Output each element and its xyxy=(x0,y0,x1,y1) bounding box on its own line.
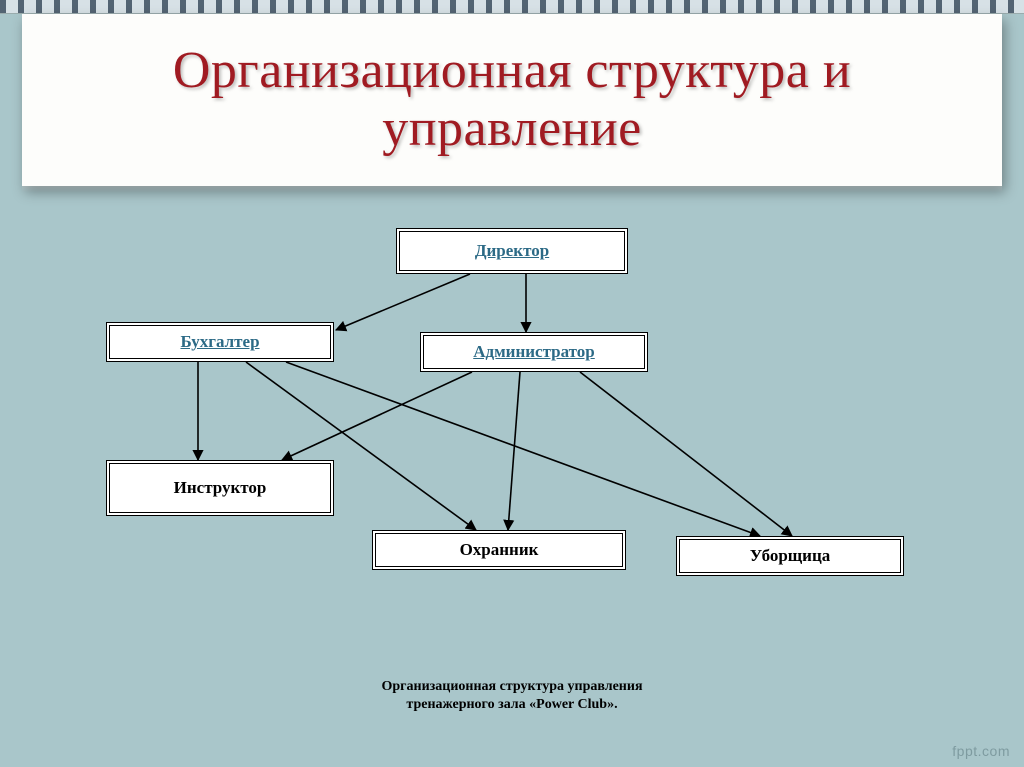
org-node-label: Директор xyxy=(475,241,549,261)
org-node-director: Директор xyxy=(396,228,628,274)
edge-admin-to-guard xyxy=(508,372,520,530)
org-node-accountant: Бухгалтер xyxy=(106,322,334,362)
edge-admin-to-instructor xyxy=(282,372,472,460)
watermark: fppt.com xyxy=(952,743,1010,759)
org-node-label: Бухгалтер xyxy=(180,332,259,352)
org-node-guard: Охранник xyxy=(372,530,626,570)
org-node-label: Инструктор xyxy=(174,478,267,498)
edge-admin-to-cleaner xyxy=(580,372,792,536)
diagram-caption: Организационная структура управления тре… xyxy=(0,678,1024,713)
org-node-cleaner: Уборщица xyxy=(676,536,904,576)
org-node-instructor: Инструктор xyxy=(106,460,334,516)
edge-accountant-to-cleaner xyxy=(286,362,760,536)
caption-line-2: тренажерного зала «Power Club». xyxy=(0,696,1024,714)
edge-director-to-accountant xyxy=(336,274,470,330)
org-node-admin: Администратор xyxy=(420,332,648,372)
org-node-label: Охранник xyxy=(460,540,539,560)
caption-line-1: Организационная структура управления xyxy=(0,678,1024,696)
org-chart-edges xyxy=(0,0,1024,767)
org-node-label: Уборщица xyxy=(750,546,831,566)
org-node-label: Администратор xyxy=(473,342,595,362)
